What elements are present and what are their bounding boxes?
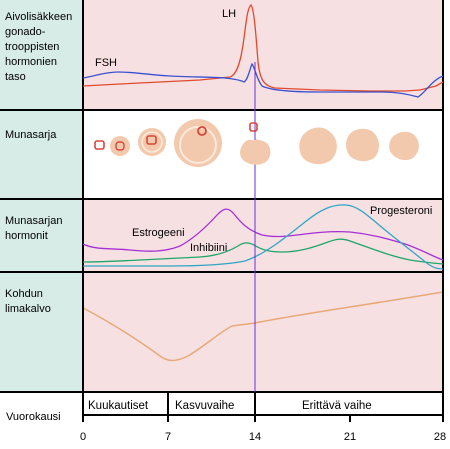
- estrogen-curve: [82, 208, 444, 261]
- row-label-1-line-0: Munasarja: [5, 129, 57, 141]
- tick-day-0: 0: [80, 431, 86, 443]
- tick-day-28: 28: [434, 431, 446, 443]
- row-label-0-line-0: Aivolisäkkeen: [5, 11, 72, 23]
- row-label-0-line-3: hormonien: [5, 56, 57, 68]
- primordial-follicle: [94, 140, 105, 150]
- corpus-luteum-1: [299, 127, 337, 165]
- corpus-luteum-2: [346, 128, 380, 162]
- released-ovum: [249, 122, 258, 132]
- tick-day-14: 14: [249, 431, 261, 443]
- progesterone-label: Progesteroni: [370, 205, 432, 217]
- estrogen-label: Estrogeeni: [132, 227, 185, 239]
- row-label-0-line-2: trooppisten: [5, 41, 59, 53]
- tick-day-21: 21: [344, 431, 356, 443]
- fsh-label: FSH: [95, 57, 117, 69]
- endometrium-line: [82, 291, 444, 362]
- progesterone-curve: [83, 204, 444, 270]
- row-labels: Aivolisäkkeen gonado-trooppisten hormonien…: [5, 11, 72, 315]
- corpus-albicans: [389, 131, 419, 161]
- row-label-3-line-0: Kohdun: [5, 288, 43, 300]
- phase-proliferative: Kasvuvaihe: [175, 400, 234, 412]
- primary-follicle: [110, 136, 130, 156]
- row-label-2-line-0: Munasarjan: [5, 215, 62, 227]
- row-label-2-line-1: hormonit: [5, 230, 48, 242]
- hormone-level-panel: [83, 0, 443, 110]
- tick-day-7: 7: [165, 431, 171, 443]
- axis-label: Vuorokausi: [6, 411, 61, 423]
- follicle-sequence: [94, 119, 419, 167]
- fsh-curve: [82, 62, 444, 98]
- phase-menstruation: Kuukautiset: [88, 400, 149, 412]
- phase-secretory: Erittävä vaihe: [302, 400, 372, 412]
- label-column: [0, 0, 83, 392]
- row-label-0-line-1: gonado-: [5, 26, 46, 38]
- inhibin-label: Inhibiini: [190, 242, 227, 254]
- lh-label: LH: [222, 8, 236, 20]
- endometrium-area: [83, 292, 443, 392]
- lh-curve: [82, 4, 444, 92]
- row-label-0-line-4: taso: [5, 71, 26, 83]
- row-label-3-line-1: limakalvo: [5, 303, 51, 315]
- ruptured-follicle: [240, 139, 271, 165]
